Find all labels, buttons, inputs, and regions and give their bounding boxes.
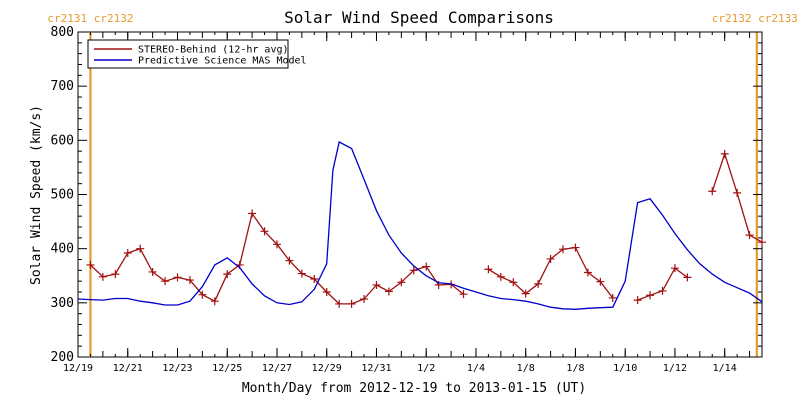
plot-frame [77, 31, 763, 358]
legend-label: Predictive Science MAS Model [138, 56, 307, 67]
y-axis-label: Solar Wind Speed (km/s) [29, 105, 44, 285]
data-point [459, 290, 468, 299]
data-point [310, 275, 319, 283]
data-point [422, 262, 431, 271]
data-point [745, 231, 754, 240]
data-point [360, 295, 369, 304]
data-point [322, 288, 331, 296]
data-point [111, 270, 120, 279]
data-point [210, 297, 219, 306]
y-tick-label: 200 [51, 350, 74, 365]
x-tick-label: 12/31 [361, 363, 391, 374]
y-tick-label: 600 [51, 133, 74, 148]
data-point [559, 245, 568, 254]
x-tick-label: 1/8 [566, 363, 584, 374]
series-line [89, 151, 763, 305]
y-tick-label: 300 [51, 296, 74, 311]
data-point [123, 249, 132, 257]
data-point [384, 287, 393, 296]
legend: STEREO-Behind (12-hr avg)Predictive Scie… [87, 39, 307, 69]
legend-label: STEREO-Behind (12-hr avg) [138, 45, 289, 56]
data-point [397, 278, 406, 287]
data-point [733, 188, 742, 197]
data-point [297, 269, 306, 278]
x-tick-label: 12/29 [312, 363, 342, 374]
data-point [708, 187, 717, 196]
data-point [198, 290, 207, 299]
data-point [521, 289, 530, 298]
rotation-label: cr2131 cr2132 [47, 12, 133, 25]
data-point [658, 286, 667, 295]
data-point [758, 238, 766, 247]
data-point [98, 272, 107, 281]
data-point [409, 266, 418, 275]
data-point [260, 227, 269, 236]
data-point [596, 277, 605, 286]
data-point [185, 276, 194, 285]
data-point [173, 273, 182, 282]
y-tick-label: 400 [51, 242, 74, 257]
data-point [248, 209, 257, 218]
data-point [720, 149, 729, 158]
x-axis-label: Month/Day from 2012-12-19 to 2013-01-15 … [242, 381, 586, 396]
data-point [136, 244, 145, 253]
data-point [583, 268, 592, 277]
series-mas-model [77, 141, 763, 310]
data-point [646, 291, 655, 300]
chart-title: Solar Wind Speed Comparisons [284, 8, 554, 27]
series-stereo-behind [86, 149, 766, 308]
rotation-label: cr2132 cr2133 [712, 12, 798, 25]
x-tick-label: 12/19 [63, 363, 93, 374]
data-point [272, 240, 281, 249]
data-point [509, 278, 518, 287]
data-point [484, 265, 493, 274]
x-tick-label: 12/25 [212, 363, 242, 374]
y-tick-label: 800 [51, 25, 74, 40]
x-tick-label: 1/14 [713, 363, 737, 374]
data-point [223, 270, 232, 279]
data-point [86, 260, 95, 269]
x-tick-label: 1/2 [417, 363, 435, 374]
x-tick-label: 1/8 [517, 363, 535, 374]
x-tick-label: 1/4 [467, 363, 485, 374]
data-point [546, 254, 555, 263]
x-tick-label: 12/21 [113, 363, 143, 374]
x-tick-label: 12/23 [162, 363, 192, 374]
data-point [496, 272, 505, 281]
data-point [347, 299, 356, 308]
x-tick-label: 1/10 [613, 363, 637, 374]
x-tick-label: 1/12 [663, 363, 687, 374]
y-tick-label: 500 [51, 188, 74, 203]
data-point [372, 280, 381, 289]
y-tick-label: 700 [51, 79, 74, 94]
data-point [148, 267, 157, 276]
data-point [534, 279, 543, 288]
data-point [670, 264, 679, 273]
data-point [683, 273, 692, 282]
data-point [161, 277, 170, 286]
series-line [77, 141, 763, 310]
x-tick-label: 12/27 [262, 363, 292, 374]
data-point [285, 256, 294, 265]
data-point [608, 293, 617, 302]
data-point [335, 299, 344, 308]
legend-box [87, 39, 289, 69]
data-point [633, 296, 642, 305]
data-point [571, 243, 580, 252]
